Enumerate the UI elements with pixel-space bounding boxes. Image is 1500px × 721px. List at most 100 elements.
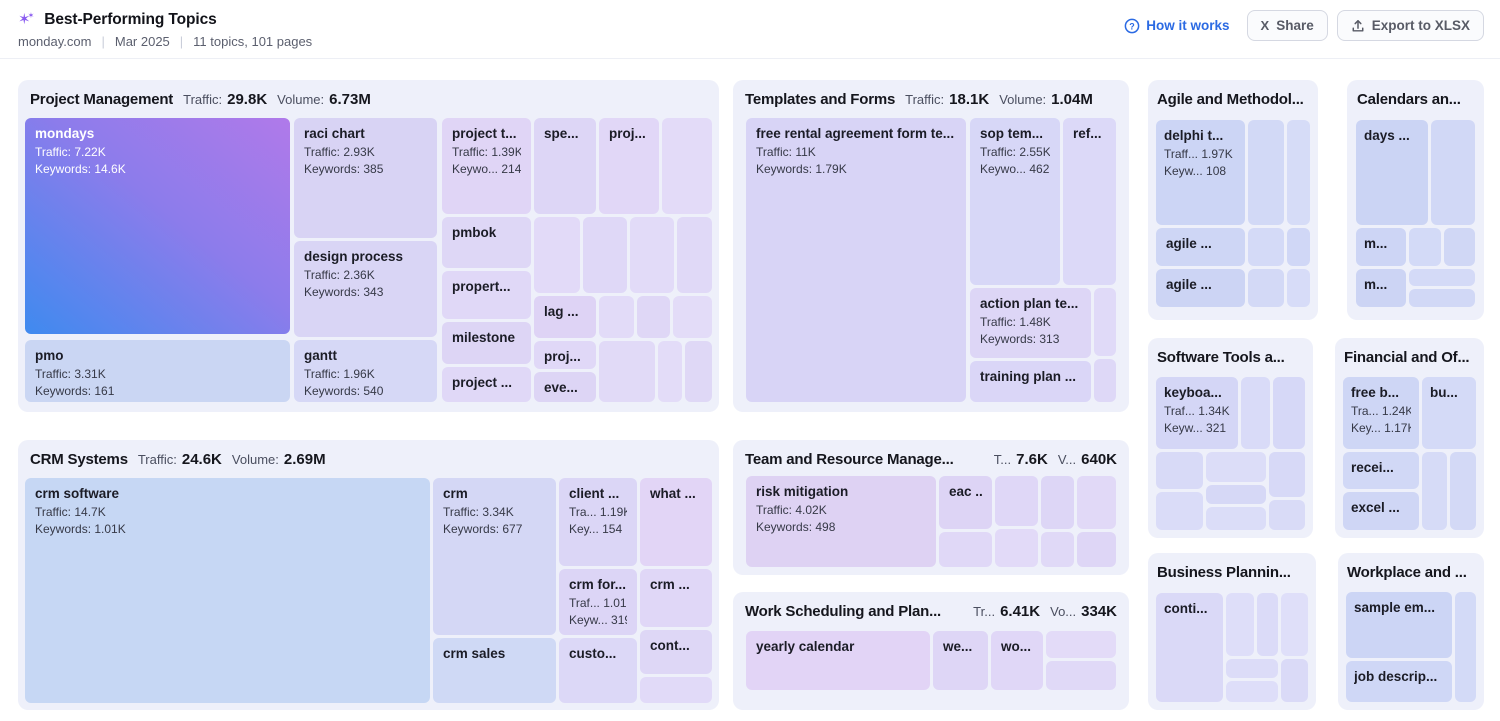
treemap-cell[interactable]	[1156, 452, 1203, 489]
treemap-cell[interactable]	[1409, 269, 1475, 286]
cell-lag[interactable]: lag ...	[534, 296, 596, 338]
cell-cont[interactable]: cont...	[640, 630, 712, 674]
treemap-cell[interactable]	[1269, 500, 1305, 530]
cell-action-plan[interactable]: action plan te... Traffic: 1.48K Keyword…	[970, 288, 1091, 358]
treemap-cell[interactable]	[995, 476, 1038, 526]
cell-sop-tem[interactable]: sop tem... Traffic: 2.55K Keywo... 462	[970, 118, 1060, 285]
cell-excel[interactable]: excel ...	[1343, 492, 1419, 530]
cell-milestone[interactable]: milestone	[442, 322, 531, 364]
treemap-cell[interactable]	[685, 341, 712, 402]
treemap-cell[interactable]	[1094, 359, 1116, 402]
treemap-cell[interactable]	[1444, 228, 1475, 266]
treemap-cell[interactable]	[1041, 476, 1074, 529]
cell-pmo[interactable]: pmo Traffic: 3.31K Keywords: 161	[25, 340, 290, 402]
treemap-cell[interactable]	[1281, 659, 1308, 702]
treemap-cell[interactable]	[1206, 507, 1266, 530]
treemap-cell[interactable]	[1248, 228, 1284, 266]
cell-crm-2[interactable]: crm ...	[640, 569, 712, 627]
treemap-cell[interactable]	[1248, 269, 1284, 307]
treemap-cell[interactable]	[630, 217, 674, 293]
treemap-cell[interactable]	[1206, 452, 1266, 482]
cell-eve[interactable]: eve...	[534, 372, 596, 402]
cell-keyboa[interactable]: keyboa... Traf... 1.34K Keyw... 321	[1156, 377, 1238, 449]
treemap-cell[interactable]	[939, 532, 992, 567]
cell-project[interactable]: project ...	[442, 367, 531, 402]
cell-proj[interactable]: proj...	[599, 118, 659, 214]
cell-training-plan[interactable]: training plan ...	[970, 361, 1091, 402]
treemap-cell[interactable]	[1077, 476, 1116, 529]
treemap-cell[interactable]	[1077, 532, 1116, 567]
treemap-cell[interactable]	[599, 341, 655, 402]
cell-agile-2[interactable]: agile ...	[1156, 269, 1245, 307]
cell-yearly-calendar[interactable]: yearly calendar	[746, 631, 930, 690]
cell-agile-1[interactable]: agile ...	[1156, 228, 1245, 266]
cell-days[interactable]: days ...	[1356, 120, 1428, 225]
treemap-cell[interactable]	[1226, 681, 1278, 702]
cell-m-2[interactable]: m...	[1356, 269, 1406, 307]
treemap-cell[interactable]	[1046, 631, 1116, 658]
treemap-cell[interactable]	[637, 296, 670, 338]
treemap-cell[interactable]	[1226, 659, 1278, 678]
treemap-cell[interactable]	[1431, 120, 1475, 225]
treemap-cell[interactable]	[1241, 377, 1270, 449]
treemap-cell[interactable]	[673, 296, 712, 338]
cell-proj-2[interactable]: proj...	[534, 341, 596, 369]
cell-design-process[interactable]: design process Traffic: 2.36K Keywords: …	[294, 241, 437, 337]
treemap-cell[interactable]	[1041, 532, 1074, 567]
cell-ref[interactable]: ref...	[1063, 118, 1116, 285]
treemap-cell[interactable]	[1046, 661, 1116, 690]
treemap-cell[interactable]	[677, 217, 712, 293]
treemap-cell[interactable]	[583, 217, 627, 293]
cell-client[interactable]: client ... Tra... 1.19K Key... 154	[559, 478, 637, 566]
cell-wo[interactable]: wo...	[991, 631, 1043, 690]
cell-sample-em[interactable]: sample em...	[1346, 592, 1452, 658]
share-button[interactable]: X Share	[1246, 10, 1328, 41]
cell-crm-sales[interactable]: crm sales	[433, 638, 556, 703]
treemap-cell[interactable]	[1273, 377, 1305, 449]
cell-free-b[interactable]: free b... Tra... 1.24K Key... 1.17K	[1343, 377, 1419, 449]
treemap-cell[interactable]	[1248, 120, 1284, 225]
treemap-cell[interactable]	[1156, 492, 1203, 530]
cell-crm-for[interactable]: crm for... Traf... 1.01K Keyw... 319	[559, 569, 637, 635]
how-it-works-link[interactable]: ? How it works	[1124, 18, 1230, 34]
treemap-cell[interactable]	[599, 296, 634, 338]
treemap-cell[interactable]	[534, 217, 580, 293]
cell-risk-mitigation[interactable]: risk mitigation Traffic: 4.02K Keywords:…	[746, 476, 936, 567]
treemap-cell[interactable]	[1226, 593, 1254, 656]
treemap-cell[interactable]	[1455, 592, 1476, 702]
treemap-cell[interactable]	[1409, 289, 1475, 307]
treemap-cell[interactable]	[1422, 452, 1447, 530]
cell-project-t[interactable]: project t... Traffic: 1.39K Keywo... 214	[442, 118, 531, 214]
cell-job-descrip[interactable]: job descrip...	[1346, 661, 1452, 702]
export-xlsx-button[interactable]: Export to XLSX	[1336, 10, 1484, 41]
cell-bu[interactable]: bu...	[1422, 377, 1476, 449]
cell-crm[interactable]: crm Traffic: 3.34K Keywords: 677	[433, 478, 556, 635]
cell-crm-software[interactable]: crm software Traffic: 14.7K Keywords: 1.…	[25, 478, 430, 703]
treemap-cell[interactable]	[1281, 593, 1308, 656]
treemap-cell[interactable]	[640, 677, 712, 703]
treemap-cell[interactable]	[1287, 120, 1310, 225]
treemap-cell[interactable]	[1206, 485, 1266, 504]
treemap-cell[interactable]	[995, 529, 1038, 567]
treemap-cell[interactable]	[1287, 269, 1310, 307]
treemap-cell[interactable]	[662, 118, 712, 214]
cell-recei[interactable]: recei...	[1343, 452, 1419, 489]
cell-delphi-t[interactable]: delphi t... Traff... 1.97K Keyw... 108	[1156, 120, 1245, 225]
cell-m-1[interactable]: m...	[1356, 228, 1406, 266]
treemap-cell[interactable]	[1269, 452, 1305, 497]
treemap-cell[interactable]	[1257, 593, 1278, 656]
cell-free-rental-agreement[interactable]: free rental agreement form te... Traffic…	[746, 118, 966, 402]
cell-what[interactable]: what ...	[640, 478, 712, 566]
treemap-cell[interactable]	[658, 341, 682, 402]
cell-raci-chart[interactable]: raci chart Traffic: 2.93K Keywords: 385	[294, 118, 437, 238]
cell-conti[interactable]: conti...	[1156, 593, 1223, 702]
treemap-cell[interactable]	[1409, 228, 1441, 266]
treemap-cell[interactable]	[1094, 288, 1116, 356]
cell-eac[interactable]: eac ...	[939, 476, 992, 529]
cell-custo[interactable]: custo...	[559, 638, 637, 703]
treemap-cell[interactable]	[1287, 228, 1310, 266]
cell-gantt[interactable]: gantt Traffic: 1.96K Keywords: 540	[294, 340, 437, 402]
cell-spe[interactable]: spe...	[534, 118, 596, 214]
treemap-cell[interactable]	[1450, 452, 1476, 530]
cell-propert[interactable]: propert...	[442, 271, 531, 319]
